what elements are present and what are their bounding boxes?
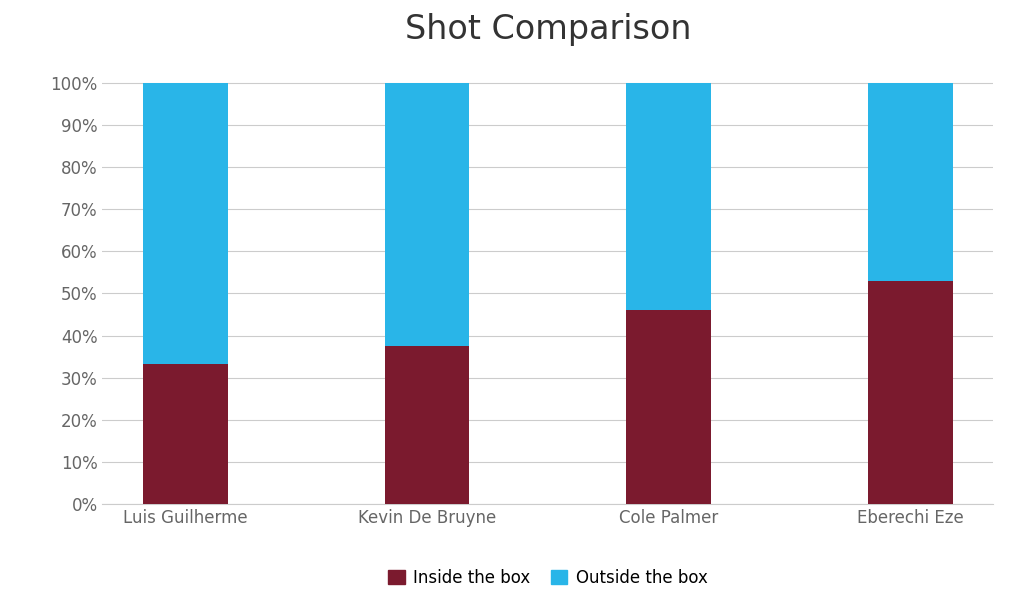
Bar	[143, 82, 227, 363]
Bar	[627, 82, 711, 310]
Title: Shot Comparison: Shot Comparison	[404, 14, 691, 46]
Bar	[385, 346, 469, 504]
Bar	[143, 363, 227, 504]
Bar	[627, 310, 711, 504]
Legend: Inside the box, Outside the box: Inside the box, Outside the box	[382, 562, 714, 593]
Bar	[868, 82, 952, 281]
Bar	[868, 281, 952, 504]
Bar	[385, 82, 469, 346]
